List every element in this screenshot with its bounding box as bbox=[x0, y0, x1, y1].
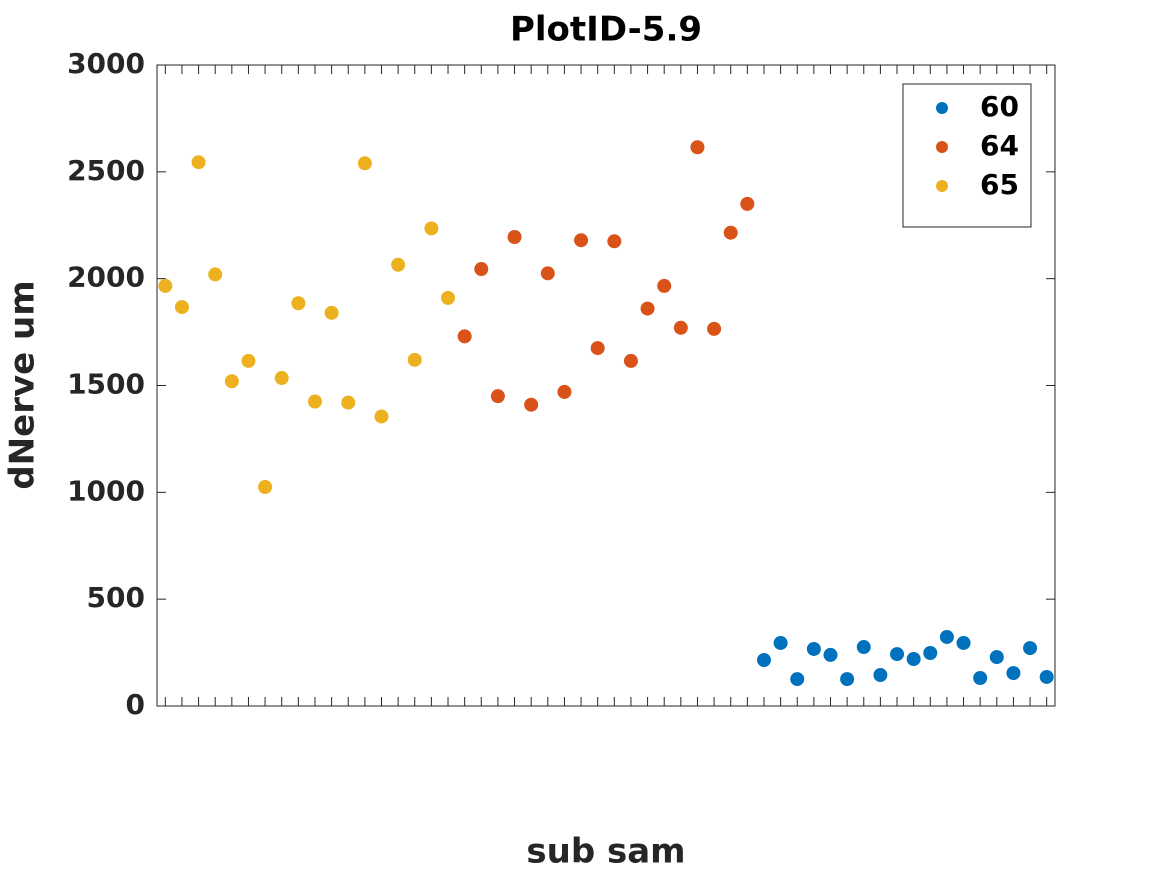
point bbox=[274, 371, 289, 386]
legend-marker bbox=[936, 102, 948, 114]
y-tick-label: 1000 bbox=[67, 474, 145, 507]
point bbox=[374, 409, 389, 424]
point bbox=[174, 300, 189, 315]
point bbox=[158, 278, 173, 293]
point bbox=[690, 140, 705, 155]
point bbox=[407, 352, 422, 367]
point bbox=[557, 384, 572, 399]
point bbox=[756, 653, 771, 668]
point bbox=[258, 479, 273, 494]
point bbox=[1023, 641, 1038, 656]
legend-label: 65 bbox=[980, 168, 1019, 201]
legend-label: 64 bbox=[980, 129, 1019, 162]
point bbox=[457, 329, 472, 344]
point bbox=[357, 156, 372, 171]
point bbox=[208, 267, 223, 282]
point bbox=[291, 296, 306, 311]
point bbox=[939, 629, 954, 644]
y-tick-label: 0 bbox=[126, 688, 145, 721]
point bbox=[906, 651, 921, 666]
point bbox=[424, 221, 439, 236]
point bbox=[540, 266, 555, 281]
point bbox=[923, 646, 938, 661]
point bbox=[723, 225, 738, 240]
legend-marker bbox=[936, 180, 948, 192]
point bbox=[524, 397, 539, 412]
point bbox=[441, 290, 456, 305]
legend-box bbox=[902, 83, 1032, 228]
point bbox=[890, 647, 905, 662]
point bbox=[840, 672, 855, 687]
point bbox=[740, 196, 755, 211]
point bbox=[507, 230, 522, 245]
y-tick-label: 2000 bbox=[67, 261, 145, 294]
point bbox=[707, 321, 722, 336]
point bbox=[391, 257, 406, 272]
point bbox=[341, 395, 356, 410]
point bbox=[806, 641, 821, 656]
point bbox=[607, 234, 622, 249]
point bbox=[640, 301, 655, 316]
point bbox=[956, 635, 971, 650]
point bbox=[873, 668, 888, 683]
y-tick-label: 3000 bbox=[67, 47, 145, 80]
point bbox=[1006, 666, 1021, 681]
point bbox=[673, 320, 688, 335]
point bbox=[973, 671, 988, 686]
y-axis-label: dNerve um bbox=[3, 280, 43, 489]
y-tick-label: 2500 bbox=[67, 154, 145, 187]
point bbox=[623, 353, 638, 368]
point bbox=[324, 305, 339, 320]
point bbox=[773, 635, 788, 650]
point bbox=[574, 233, 589, 248]
point bbox=[1039, 669, 1054, 684]
point bbox=[856, 640, 871, 655]
legend-marker bbox=[936, 141, 948, 153]
point bbox=[241, 353, 256, 368]
y-tick-label: 1500 bbox=[67, 368, 145, 401]
point bbox=[823, 647, 838, 662]
legend-label: 60 bbox=[980, 90, 1019, 123]
point bbox=[590, 341, 605, 356]
chart-title: PlotID-5.9 bbox=[510, 10, 702, 50]
x-axis-label: sub sam bbox=[526, 832, 685, 872]
y-tick-label: 500 bbox=[87, 581, 145, 614]
point bbox=[191, 155, 206, 170]
point bbox=[790, 672, 805, 687]
point bbox=[474, 262, 489, 277]
point bbox=[307, 394, 322, 409]
point bbox=[224, 374, 239, 389]
point bbox=[657, 278, 672, 293]
point bbox=[989, 650, 1004, 665]
point bbox=[490, 389, 505, 404]
